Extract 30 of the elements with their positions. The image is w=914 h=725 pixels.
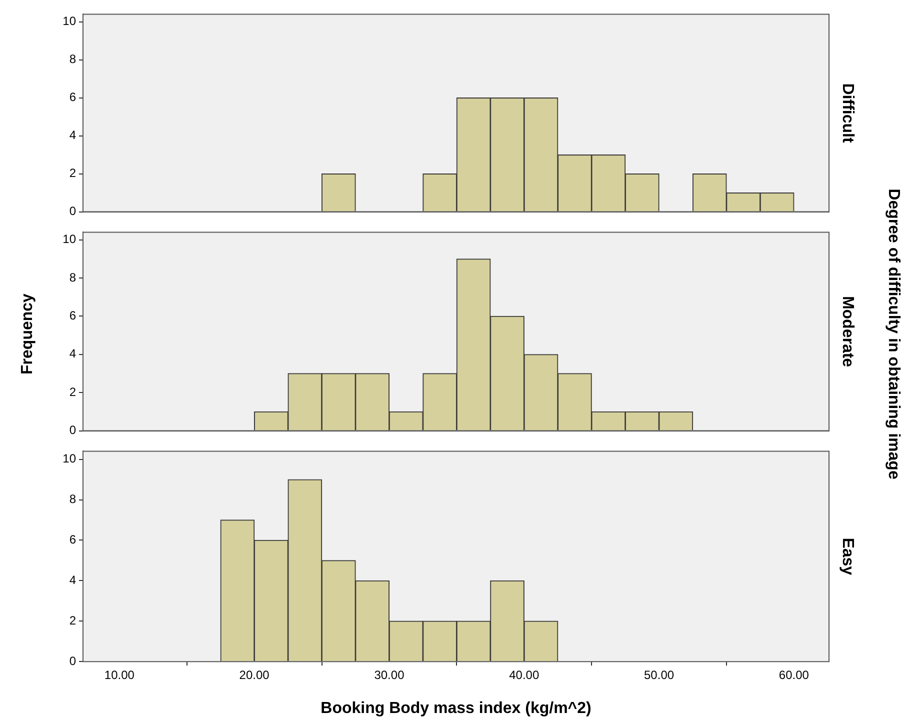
- y-tick-label: 0: [69, 423, 76, 438]
- y-tick-label: 10: [62, 14, 76, 28]
- y-tick-label: 2: [69, 166, 76, 180]
- x-axis-title: Booking Body mass index (kg/m^2): [320, 700, 592, 718]
- y-tick-label: 10: [62, 452, 76, 466]
- x-tick-label: 60.00: [778, 668, 810, 682]
- text: Degree of difficulty in obtaining image: [884, 188, 902, 480]
- y-tick-label: 2: [69, 384, 76, 399]
- y-tick-label: 4: [69, 572, 76, 587]
- y2-axis-title: Moderate: [838, 296, 856, 368]
- y-tick-label: 4: [69, 346, 76, 361]
- y-tick-label: 6: [69, 532, 76, 547]
- y-tick-label: 8: [69, 270, 76, 284]
- x-tick-label: 10.00: [104, 668, 135, 682]
- y-tick-label: 2: [69, 613, 76, 628]
- y-tick-label: 10: [62, 232, 76, 246]
- y-tick-label: 8: [69, 52, 76, 66]
- y-tick-label: 0: [69, 204, 76, 218]
- y-axis-title: Frequency: [19, 294, 37, 374]
- y-tick-label: 6: [69, 308, 76, 323]
- y-tick-label: 0: [69, 654, 76, 668]
- y-tick-label: 4: [69, 128, 76, 142]
- y2-axis-title: Easy: [838, 538, 856, 576]
- x-tick-label: 30.00: [374, 668, 405, 682]
- y-tick-label: 6: [69, 90, 76, 104]
- x-tick-label: 40.00: [509, 668, 540, 682]
- x-tick-label: 50.00: [644, 668, 674, 682]
- y-tick-label: 8: [69, 492, 76, 506]
- y2-axis-title: Difficult: [838, 83, 856, 144]
- x-tick-label: 20.00: [239, 668, 270, 682]
